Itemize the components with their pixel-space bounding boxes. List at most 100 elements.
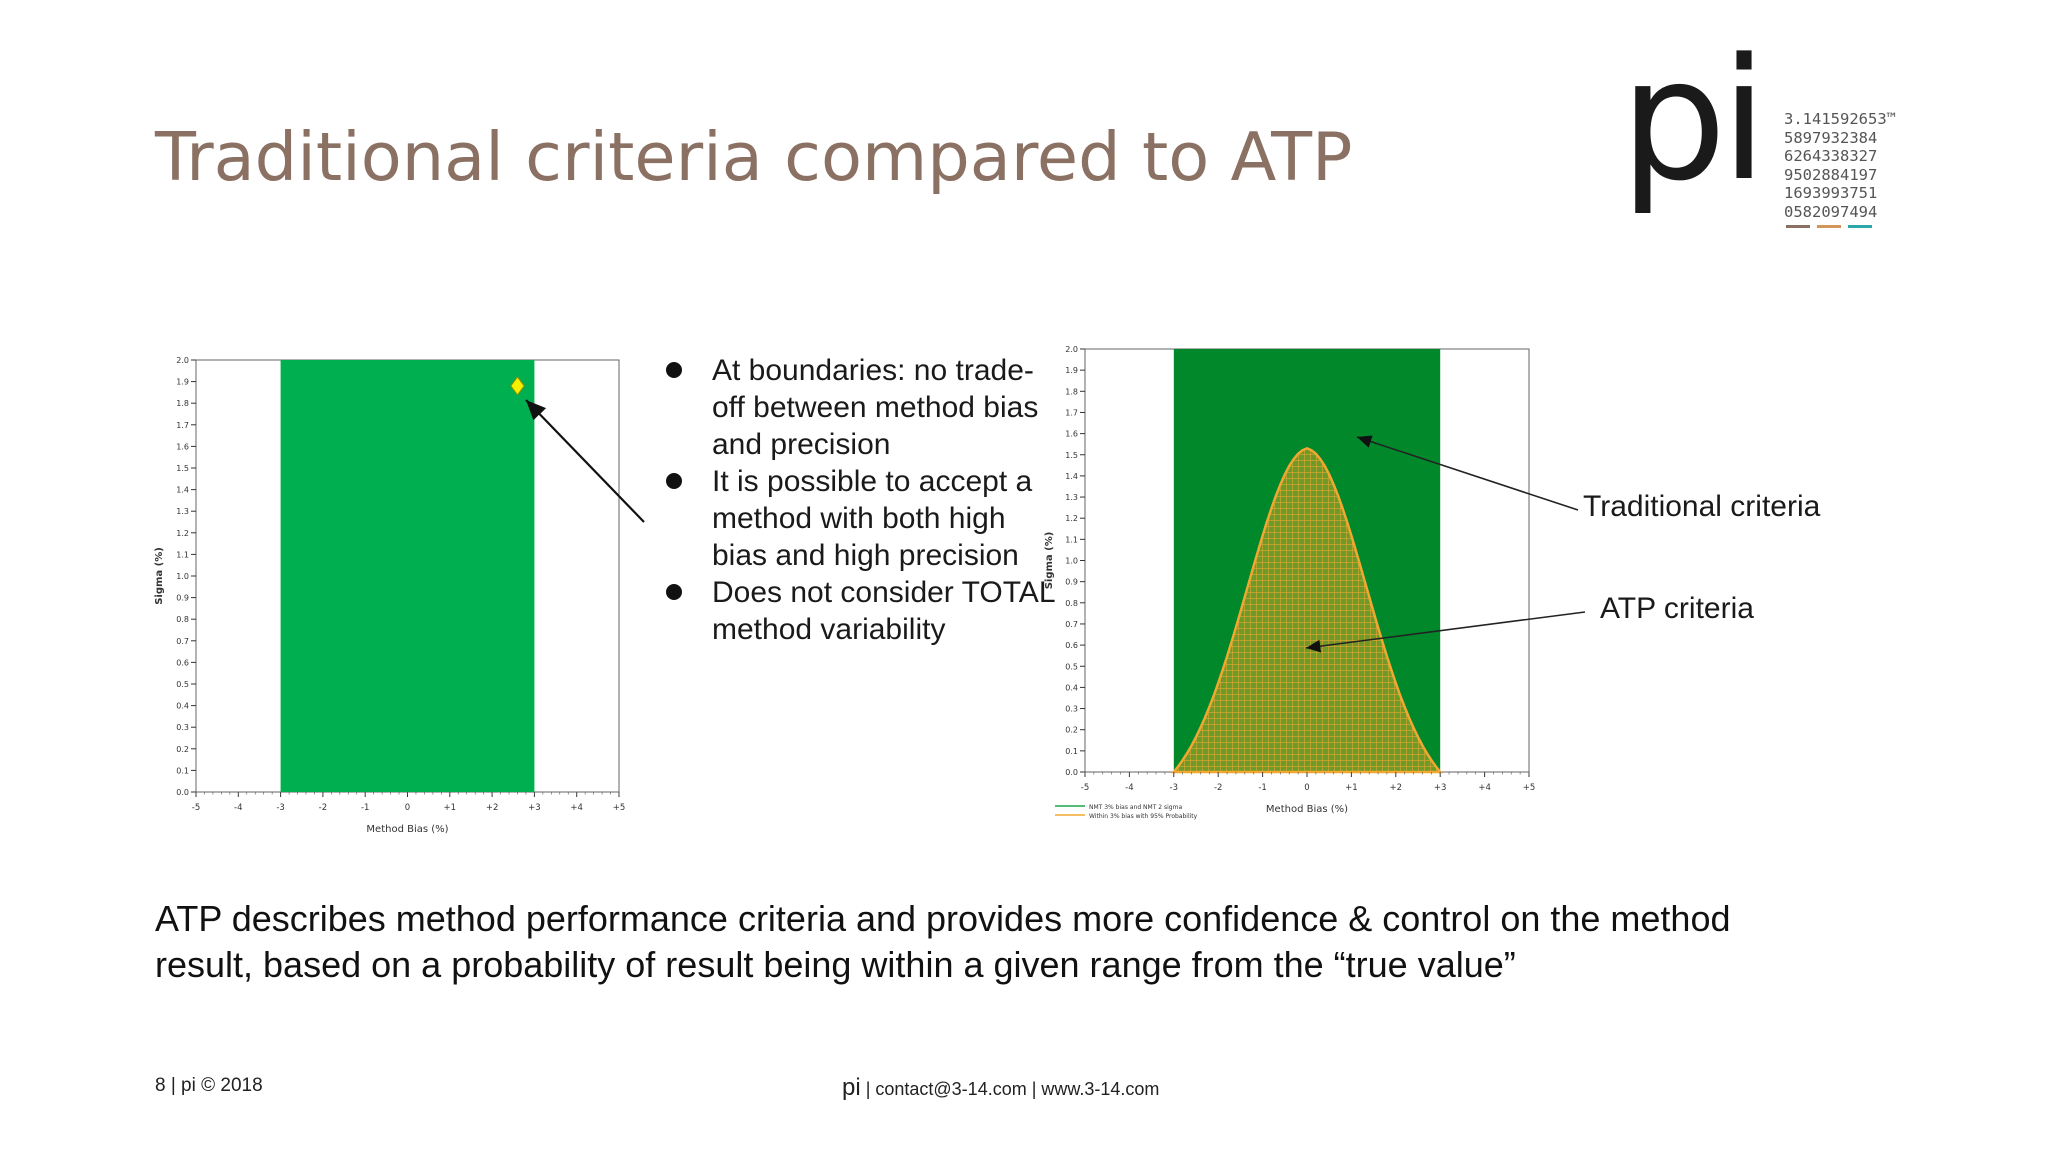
y-tick-label: 1.3 [176,507,189,516]
y-tick-label: 0.6 [176,658,189,667]
x-tick-label: -5 [192,803,200,813]
y-tick-label: 1.0 [1065,557,1078,566]
x-tick-label: 0 [1304,783,1309,793]
y-tick-label: 0.0 [1065,768,1078,777]
y-tick-label: 1.2 [1065,514,1078,523]
y-tick-label: 0.9 [176,594,189,603]
y-tick-label: 1.4 [1065,472,1078,481]
logo-digit-line: 9502884197 [1784,165,1878,184]
x-tick-label: +5 [613,803,626,813]
y-tick-label: 0.0 [176,788,189,797]
logo-digit-line: 1693993751 [1784,184,1878,202]
bullet-text: Does not consider TOTAL method variabili… [712,576,1055,646]
data-point-diamond [510,376,525,396]
y-tick-label: 1.1 [176,550,189,559]
bullet-list: At boundaries: no trade-off between meth… [660,352,1060,648]
y-tick-label: 0.2 [176,745,189,754]
summary-text: ATP describes method performance criteri… [155,898,1731,985]
x-axis-label: Method Bias (%) [366,824,448,835]
x-tick-label: +2 [1390,783,1403,793]
slide-title: Traditional criteria compared to ATP [155,118,1353,196]
x-tick-label: 0 [405,803,410,813]
x-tick-label: +5 [1523,783,1536,793]
footer-pi: pi [842,1074,861,1101]
logo-bar [1848,225,1872,228]
x-tick-label: +1 [1345,783,1358,793]
bullet-item: It is possible to accept a method with b… [660,463,1060,574]
x-tick-label: +4 [570,803,583,813]
x-tick-label: -2 [319,803,327,813]
legend-label: Within 3% bias with 95% Probability [1089,813,1198,820]
y-tick-label: 0.7 [176,637,189,646]
x-tick-label: -1 [361,803,369,813]
bullet-item: At boundaries: no trade-off between meth… [660,352,1060,463]
y-axis-label: Sigma (%) [1044,532,1055,590]
logo-mark: pi [1620,22,1767,218]
y-tick-label: 0.5 [176,680,189,689]
logo-digit-line: 5897932384 [1784,128,1878,147]
y-tick-label: 0.4 [176,702,189,711]
y-tick-label: 1.9 [176,378,189,387]
legend-label: NMT 3% bias and NMT 2 sigma [1089,804,1182,811]
y-tick-label: 1.6 [1065,430,1078,439]
x-tick-label: -3 [276,803,284,813]
y-tick-label: 1.3 [1065,493,1078,502]
y-tick-label: 1.5 [1065,451,1078,460]
logo-digits: 3.141592653™ 5897932384 6264338327 95028… [1784,110,1934,221]
y-tick-label: 0.3 [176,723,189,732]
chart-atp: 0.0 0.1 0.2 0.3 0.4 0.5 0.6 0.7 0.8 0.9 1.0 1.1 1.2 1… [1044,345,1536,820]
x-tick-label: -2 [1214,783,1222,793]
logo-color-bars [1786,225,1876,229]
y-tick-label: 1.8 [176,399,189,408]
bullet-item: Does not consider TOTAL method variabili… [660,574,1060,648]
x-tick-label: +3 [1434,783,1447,793]
y-tick-label: 0.3 [1065,705,1078,714]
x-tick-label: -5 [1081,783,1089,793]
y-tick-label: 1.5 [176,464,189,473]
logo-digit-line: 6264338327 [1784,147,1878,165]
callout-traditional: Traditional criteria [1583,490,1821,523]
x-tick-label: +2 [486,803,499,813]
logo-bar [1786,225,1810,228]
y-tick-label: 2.0 [176,356,189,365]
x-tick-label: -4 [1125,783,1133,793]
y-tick-label: 2.0 [1065,345,1078,354]
y-tick-label: 1.0 [176,572,189,581]
x-tick-label: -1 [1258,783,1266,793]
y-tick-label: 1.1 [1065,535,1078,544]
y-tick-label: 1.6 [176,442,189,451]
y-tick-label: 0.8 [176,615,189,624]
y-tick-label: 1.7 [176,421,189,430]
y-tick-label: 0.2 [1065,726,1078,735]
y-tick-label: 1.8 [1065,387,1078,396]
bullet-dot [666,473,682,489]
x-tick-label: +4 [1478,783,1491,793]
footer-contact-text: | contact@3-14.com | www.3-14.com [860,1079,1160,1099]
logo-digit-line: 3.141592653™ [1784,110,1896,128]
y-tick-label: 0.4 [1065,683,1078,692]
y-tick-label: 1.2 [176,529,189,538]
y-tick-label: 1.9 [1065,366,1078,375]
chart-traditional: 0.0 0.1 0.2 0.3 0.4 0.5 0.6 0.7 0.8 0.9 1.0 1.1 1.2 1… [154,356,626,835]
callout-atp: ATP criteria [1600,592,1754,625]
x-tick-label: -4 [234,803,242,813]
footer-page-info: 8 | pi © 2018 [155,1075,263,1096]
x-tick-label: -3 [1170,783,1178,793]
x-tick-label: +3 [528,803,541,813]
y-axis-label: Sigma (%) [154,547,165,605]
logo-bar [1817,225,1841,228]
y-tick-label: 1.7 [1065,408,1078,417]
y-tick-label: 0.6 [1065,641,1078,650]
bullet-dot [666,362,682,378]
pi-logo: pi 3.141592653™ 5897932384 6264338327 95… [1620,36,1940,258]
footer-contact: pi | contact@3-14.com | www.3-14.com [842,1074,1159,1102]
bullet-dot [666,584,682,600]
y-tick-label: 0.5 [1065,662,1078,671]
y-tick-label: 0.1 [176,766,189,775]
logo-digit-line: 0582097494 [1784,202,1878,221]
y-tick-label: 1.4 [176,486,189,495]
y-tick-label: 0.7 [1065,620,1078,629]
y-tick-label: 0.1 [1065,747,1078,756]
y-tick-label: 0.8 [1065,599,1078,608]
region-traditional [280,360,535,792]
